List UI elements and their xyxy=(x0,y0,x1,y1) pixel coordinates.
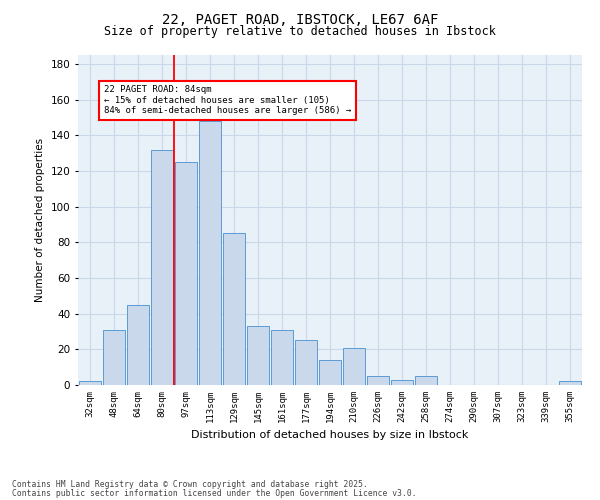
Text: Contains HM Land Registry data © Crown copyright and database right 2025.: Contains HM Land Registry data © Crown c… xyxy=(12,480,368,489)
Bar xyxy=(175,162,197,385)
Bar xyxy=(271,330,293,385)
Y-axis label: Number of detached properties: Number of detached properties xyxy=(35,138,45,302)
Text: 22, PAGET ROAD, IBSTOCK, LE67 6AF: 22, PAGET ROAD, IBSTOCK, LE67 6AF xyxy=(162,12,438,26)
Bar xyxy=(367,376,389,385)
Bar xyxy=(319,360,341,385)
Bar xyxy=(415,376,437,385)
Bar xyxy=(79,382,101,385)
Text: Contains public sector information licensed under the Open Government Licence v3: Contains public sector information licen… xyxy=(12,488,416,498)
Bar xyxy=(151,150,173,385)
Text: 22 PAGET ROAD: 84sqm
← 15% of detached houses are smaller (105)
84% of semi-deta: 22 PAGET ROAD: 84sqm ← 15% of detached h… xyxy=(104,86,351,115)
Text: Size of property relative to detached houses in Ibstock: Size of property relative to detached ho… xyxy=(104,25,496,38)
Bar xyxy=(247,326,269,385)
Bar xyxy=(343,348,365,385)
Bar xyxy=(199,121,221,385)
Bar xyxy=(295,340,317,385)
Bar xyxy=(223,234,245,385)
Bar xyxy=(559,382,581,385)
X-axis label: Distribution of detached houses by size in Ibstock: Distribution of detached houses by size … xyxy=(191,430,469,440)
Bar xyxy=(391,380,413,385)
Bar xyxy=(127,304,149,385)
Bar xyxy=(103,330,125,385)
